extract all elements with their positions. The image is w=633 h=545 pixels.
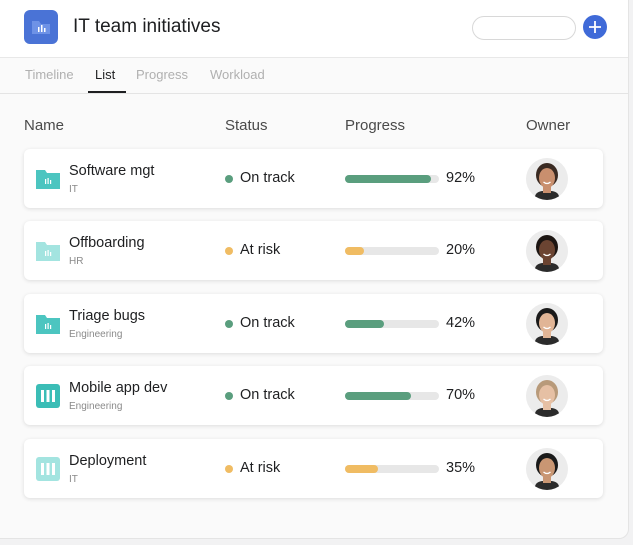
tab[interactable]: Timeline bbox=[25, 67, 74, 82]
project-icon bbox=[24, 10, 58, 44]
row-icon bbox=[36, 384, 60, 408]
row-team: Engineering bbox=[69, 401, 123, 412]
progress-label: 35% bbox=[446, 460, 476, 476]
status-text: On track bbox=[240, 387, 295, 403]
owner-avatar[interactable] bbox=[526, 303, 568, 345]
progress-bar bbox=[345, 247, 364, 255]
row-icon bbox=[36, 315, 60, 334]
row-name: Deployment bbox=[69, 453, 147, 469]
row-icon bbox=[36, 170, 60, 189]
row-card[interactable]: Mobile app dev Engineering On track 70% bbox=[24, 366, 603, 425]
tab[interactable]: Progress bbox=[136, 67, 189, 82]
search-box[interactable] bbox=[472, 16, 576, 40]
status-text: At risk bbox=[240, 460, 281, 476]
row-name: Software mgt bbox=[69, 163, 155, 179]
header: IT team initiatives bbox=[0, 0, 628, 58]
row-team: Engineering bbox=[69, 329, 123, 340]
title: IT team initiatives bbox=[73, 16, 221, 37]
progress-bar bbox=[345, 320, 385, 328]
tab[interactable]: Workload bbox=[210, 67, 265, 82]
progress-track bbox=[345, 465, 439, 473]
progress-bar bbox=[345, 392, 411, 400]
owner-avatar[interactable] bbox=[526, 375, 568, 417]
column-header: Progress bbox=[345, 117, 406, 134]
progress-track bbox=[345, 247, 439, 255]
progress-label: 70% bbox=[446, 387, 476, 403]
progress-label: 42% bbox=[446, 315, 476, 331]
row-team: HR bbox=[69, 256, 84, 267]
status-dot bbox=[225, 175, 233, 183]
row-icon bbox=[36, 242, 60, 261]
progress-track bbox=[345, 175, 439, 183]
row-card[interactable]: Software mgt IT On track 92% bbox=[24, 149, 603, 208]
progress-bar bbox=[345, 175, 432, 183]
column-header: Owner bbox=[526, 117, 571, 134]
progress-label: 92% bbox=[446, 170, 476, 186]
row-name: Mobile app dev bbox=[69, 380, 168, 396]
row-card[interactable]: Offboarding HR At risk 20% bbox=[24, 221, 603, 280]
progress-track bbox=[345, 392, 439, 400]
progress-label: 20% bbox=[446, 242, 476, 258]
row-name: Triage bugs bbox=[69, 308, 146, 324]
status-dot bbox=[225, 465, 233, 473]
row-team: IT bbox=[69, 184, 78, 195]
column-header: Status bbox=[225, 117, 268, 134]
column-header: Name bbox=[24, 117, 65, 134]
owner-avatar[interactable] bbox=[526, 158, 568, 200]
row-team: IT bbox=[69, 474, 78, 485]
add-button[interactable] bbox=[583, 15, 607, 39]
row-name: Offboarding bbox=[69, 235, 145, 251]
progress-track bbox=[345, 320, 439, 328]
status-dot bbox=[225, 392, 233, 400]
status-dot bbox=[225, 247, 233, 255]
status-text: On track bbox=[240, 315, 295, 331]
owner-avatar[interactable] bbox=[526, 230, 568, 272]
divider bbox=[0, 93, 628, 94]
progress-bar bbox=[345, 465, 378, 473]
tab-underline bbox=[88, 91, 126, 93]
status-text: On track bbox=[240, 170, 295, 186]
owner-avatar[interactable] bbox=[526, 448, 568, 490]
status-text: At risk bbox=[240, 242, 281, 258]
row-card[interactable]: Triage bugs Engineering On track 42% bbox=[24, 294, 603, 353]
row-icon bbox=[36, 457, 60, 481]
status-dot bbox=[225, 320, 233, 328]
row-card[interactable]: Deployment IT At risk 35% bbox=[24, 439, 603, 498]
tab[interactable]: List bbox=[95, 67, 116, 82]
